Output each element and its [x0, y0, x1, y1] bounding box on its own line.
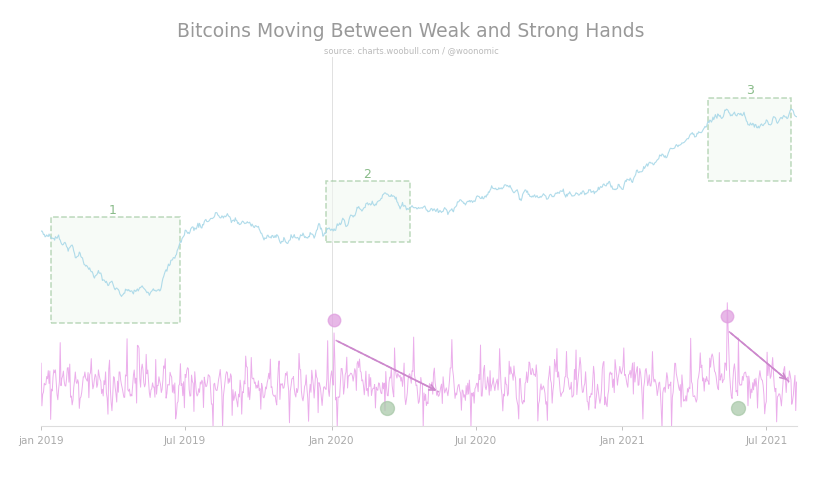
Text: 1: 1: [109, 204, 117, 217]
Bar: [51, 218, 180, 323]
Bar: [709, 98, 791, 182]
Text: 2: 2: [363, 167, 372, 180]
Bar: [326, 182, 409, 243]
Text: Bitcoins Moving Between Weak and Strong Hands: Bitcoins Moving Between Weak and Strong …: [178, 22, 644, 41]
Text: 3: 3: [746, 84, 754, 97]
Text: source: charts.woobull.com / @woonomic: source: charts.woobull.com / @woonomic: [324, 46, 498, 55]
